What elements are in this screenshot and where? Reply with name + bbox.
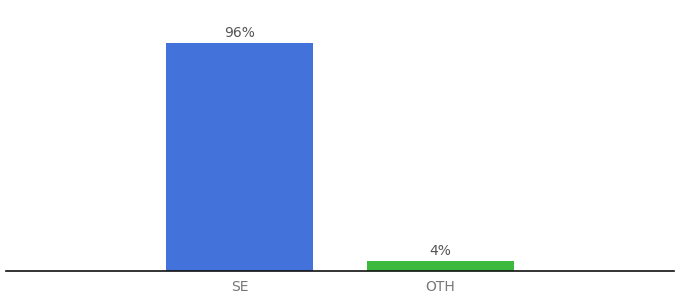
Text: 96%: 96% [224,26,255,40]
Text: 4%: 4% [429,244,452,258]
Bar [367,261,514,271]
Bar [166,44,313,271]
